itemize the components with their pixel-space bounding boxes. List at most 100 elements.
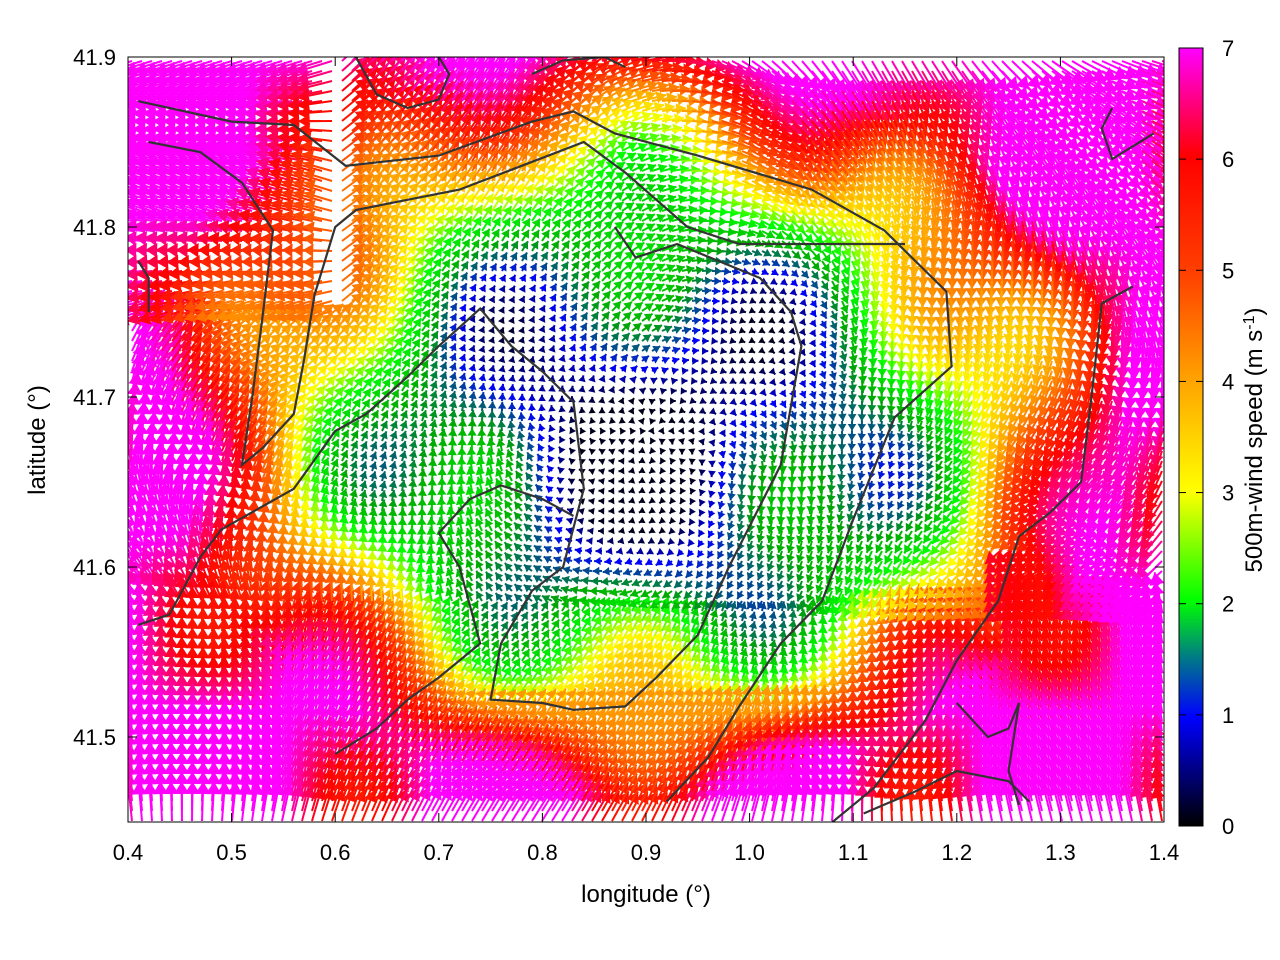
wind-arrow-head xyxy=(155,242,168,258)
wind-arrow-head xyxy=(163,781,179,795)
wind-arrow-head xyxy=(163,771,179,785)
wind-arrow-head xyxy=(137,289,151,304)
wind-arrow-head xyxy=(131,751,148,765)
wind-arrow-head xyxy=(163,682,179,696)
wind-arrow-head xyxy=(113,97,126,112)
wind-arrow-head xyxy=(394,57,395,58)
wind-arrow-head xyxy=(383,57,386,59)
wind-arrow-head xyxy=(154,231,168,246)
wind-arrow xyxy=(401,57,407,62)
wind-arrow-head xyxy=(152,741,169,755)
wind-arrow-head xyxy=(174,741,190,754)
wind-arrow-head xyxy=(164,441,180,454)
wind-arrow-head xyxy=(140,452,156,466)
wind-arrow-head xyxy=(153,673,169,686)
wind-arrow-head xyxy=(94,289,108,304)
wind-arrow-head xyxy=(178,422,194,436)
wind-arrow-head xyxy=(132,612,148,626)
wind-arrow-head xyxy=(141,362,157,377)
wind-arrow-head xyxy=(94,97,107,112)
wind-arrow-head xyxy=(132,592,148,606)
wind-arrow-head xyxy=(128,541,134,548)
wind-arrow-head xyxy=(142,623,158,637)
wind-arrow-head xyxy=(139,570,154,585)
wind-arrow-head xyxy=(114,80,128,95)
wind-arrow-head xyxy=(142,633,158,646)
wind-arrow-head xyxy=(147,277,161,292)
wind-arrow-head xyxy=(128,310,141,326)
wind-arrow-head xyxy=(128,277,139,293)
wind-arrow-head xyxy=(144,514,159,529)
wind-arrow-head xyxy=(412,30,426,44)
wind-arrow-head xyxy=(163,574,179,587)
wind-arrow-head xyxy=(145,503,161,519)
wind-arrow-head xyxy=(112,517,125,531)
wind-arrow-head xyxy=(153,682,169,696)
wind-arrow-head xyxy=(136,266,149,281)
wind-arrow-head xyxy=(131,672,148,685)
wind-arrow-head xyxy=(161,461,177,475)
wind-arrow-head xyxy=(113,114,125,129)
wind-arrow-head xyxy=(134,230,148,246)
wind-arrow-head xyxy=(135,401,152,415)
wind-arrow-head xyxy=(93,114,105,129)
wind-arrow-head xyxy=(461,29,474,44)
wind-arrow-head xyxy=(157,411,173,425)
wind-arrow-head xyxy=(142,536,157,551)
wind-arrow-head xyxy=(154,431,170,444)
wind-arrow-head xyxy=(105,311,119,326)
wind-arrow-head xyxy=(113,506,127,520)
wind-arrow xyxy=(128,168,133,172)
wind-arrow-head xyxy=(145,411,162,425)
wind-arrow-head xyxy=(136,483,152,498)
wind-arrow-head xyxy=(128,175,129,177)
wind-arrow xyxy=(128,139,133,142)
wind-arrow-head xyxy=(103,97,116,112)
wind-arrow xyxy=(431,57,437,62)
wind-arrow-head xyxy=(142,682,158,695)
wind-arrow-head xyxy=(144,421,160,434)
wind-arrow-head xyxy=(151,372,167,387)
wind-arrow-head xyxy=(144,219,158,235)
wind-arrow-head xyxy=(131,731,148,745)
wind-arrow-head xyxy=(147,482,163,497)
wind-arrow-head xyxy=(104,289,118,304)
wind-arrow-head xyxy=(153,614,169,627)
wind-arrow-head xyxy=(461,39,474,54)
wind-arrow-head xyxy=(153,654,169,667)
wind-arrow-head xyxy=(139,462,155,476)
wind-arrow-head xyxy=(113,89,127,104)
wind-arrow-head xyxy=(142,701,158,715)
wind-arrow-head xyxy=(113,122,126,137)
wind-arrow-head xyxy=(128,372,144,386)
wind-arrow-head xyxy=(159,392,176,407)
wind-arrow-head xyxy=(133,515,148,530)
wind-arrow-head xyxy=(104,186,118,201)
wind-arrow-head xyxy=(177,431,193,445)
wind-arrow-head xyxy=(138,382,154,396)
wind-arrow-head xyxy=(128,382,143,396)
wind-arrow-head xyxy=(174,721,190,734)
wind-arrow-head xyxy=(128,473,142,487)
wind-arrow-head xyxy=(174,781,190,794)
wind-arrow-head xyxy=(163,569,176,584)
wind-arrow-head xyxy=(93,105,106,120)
wind-arrow-head xyxy=(128,88,137,104)
wind-arrow-head xyxy=(152,558,166,573)
wind-arrow-head xyxy=(113,105,126,120)
wind-arrow-head xyxy=(174,683,190,696)
wind-arrow-head xyxy=(174,655,190,668)
wind-arrow-head xyxy=(163,731,179,745)
wind-arrow-head xyxy=(152,547,167,562)
wind-arrow-head xyxy=(153,624,169,637)
wind-arrow-head xyxy=(94,197,108,212)
wind-arrow-head xyxy=(153,594,169,607)
wind-arrow-head xyxy=(166,513,182,528)
wind-arrow-head xyxy=(93,242,106,257)
wind-arrow-head xyxy=(159,482,175,496)
wind-arrow-head xyxy=(141,441,158,455)
wind-arrow-head xyxy=(94,139,107,154)
wind-arrow-head xyxy=(142,672,158,686)
wind-arrow-head xyxy=(163,546,178,561)
wind-arrow-head xyxy=(142,583,158,596)
